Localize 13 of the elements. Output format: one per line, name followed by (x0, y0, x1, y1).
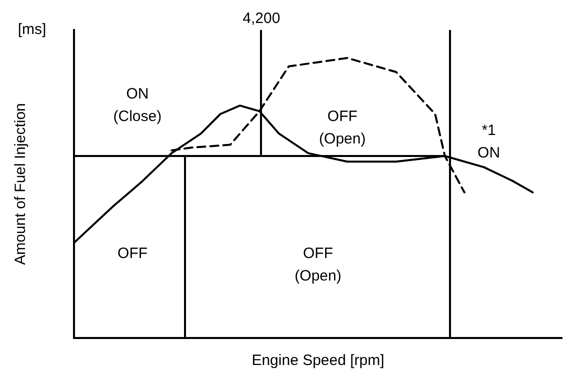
text: [ms] (18, 21, 46, 38)
annotation: (Open) (294, 268, 342, 285)
annotation: (Close) (113, 108, 162, 125)
annotation: *1 (482, 122, 496, 139)
annotation: OFF (327, 108, 358, 125)
x-axis-title: Engine Speed [rpm] (252, 352, 384, 370)
annotation: OFF (118, 245, 148, 262)
y-axis-title: Amount of Fuel Injection (12, 103, 30, 265)
annotation: ON (478, 144, 500, 162)
annotation: OFF (303, 245, 333, 262)
text: 4,200 (242, 10, 280, 27)
annotation: ON (126, 86, 149, 103)
annotation: (Open) (319, 130, 366, 148)
